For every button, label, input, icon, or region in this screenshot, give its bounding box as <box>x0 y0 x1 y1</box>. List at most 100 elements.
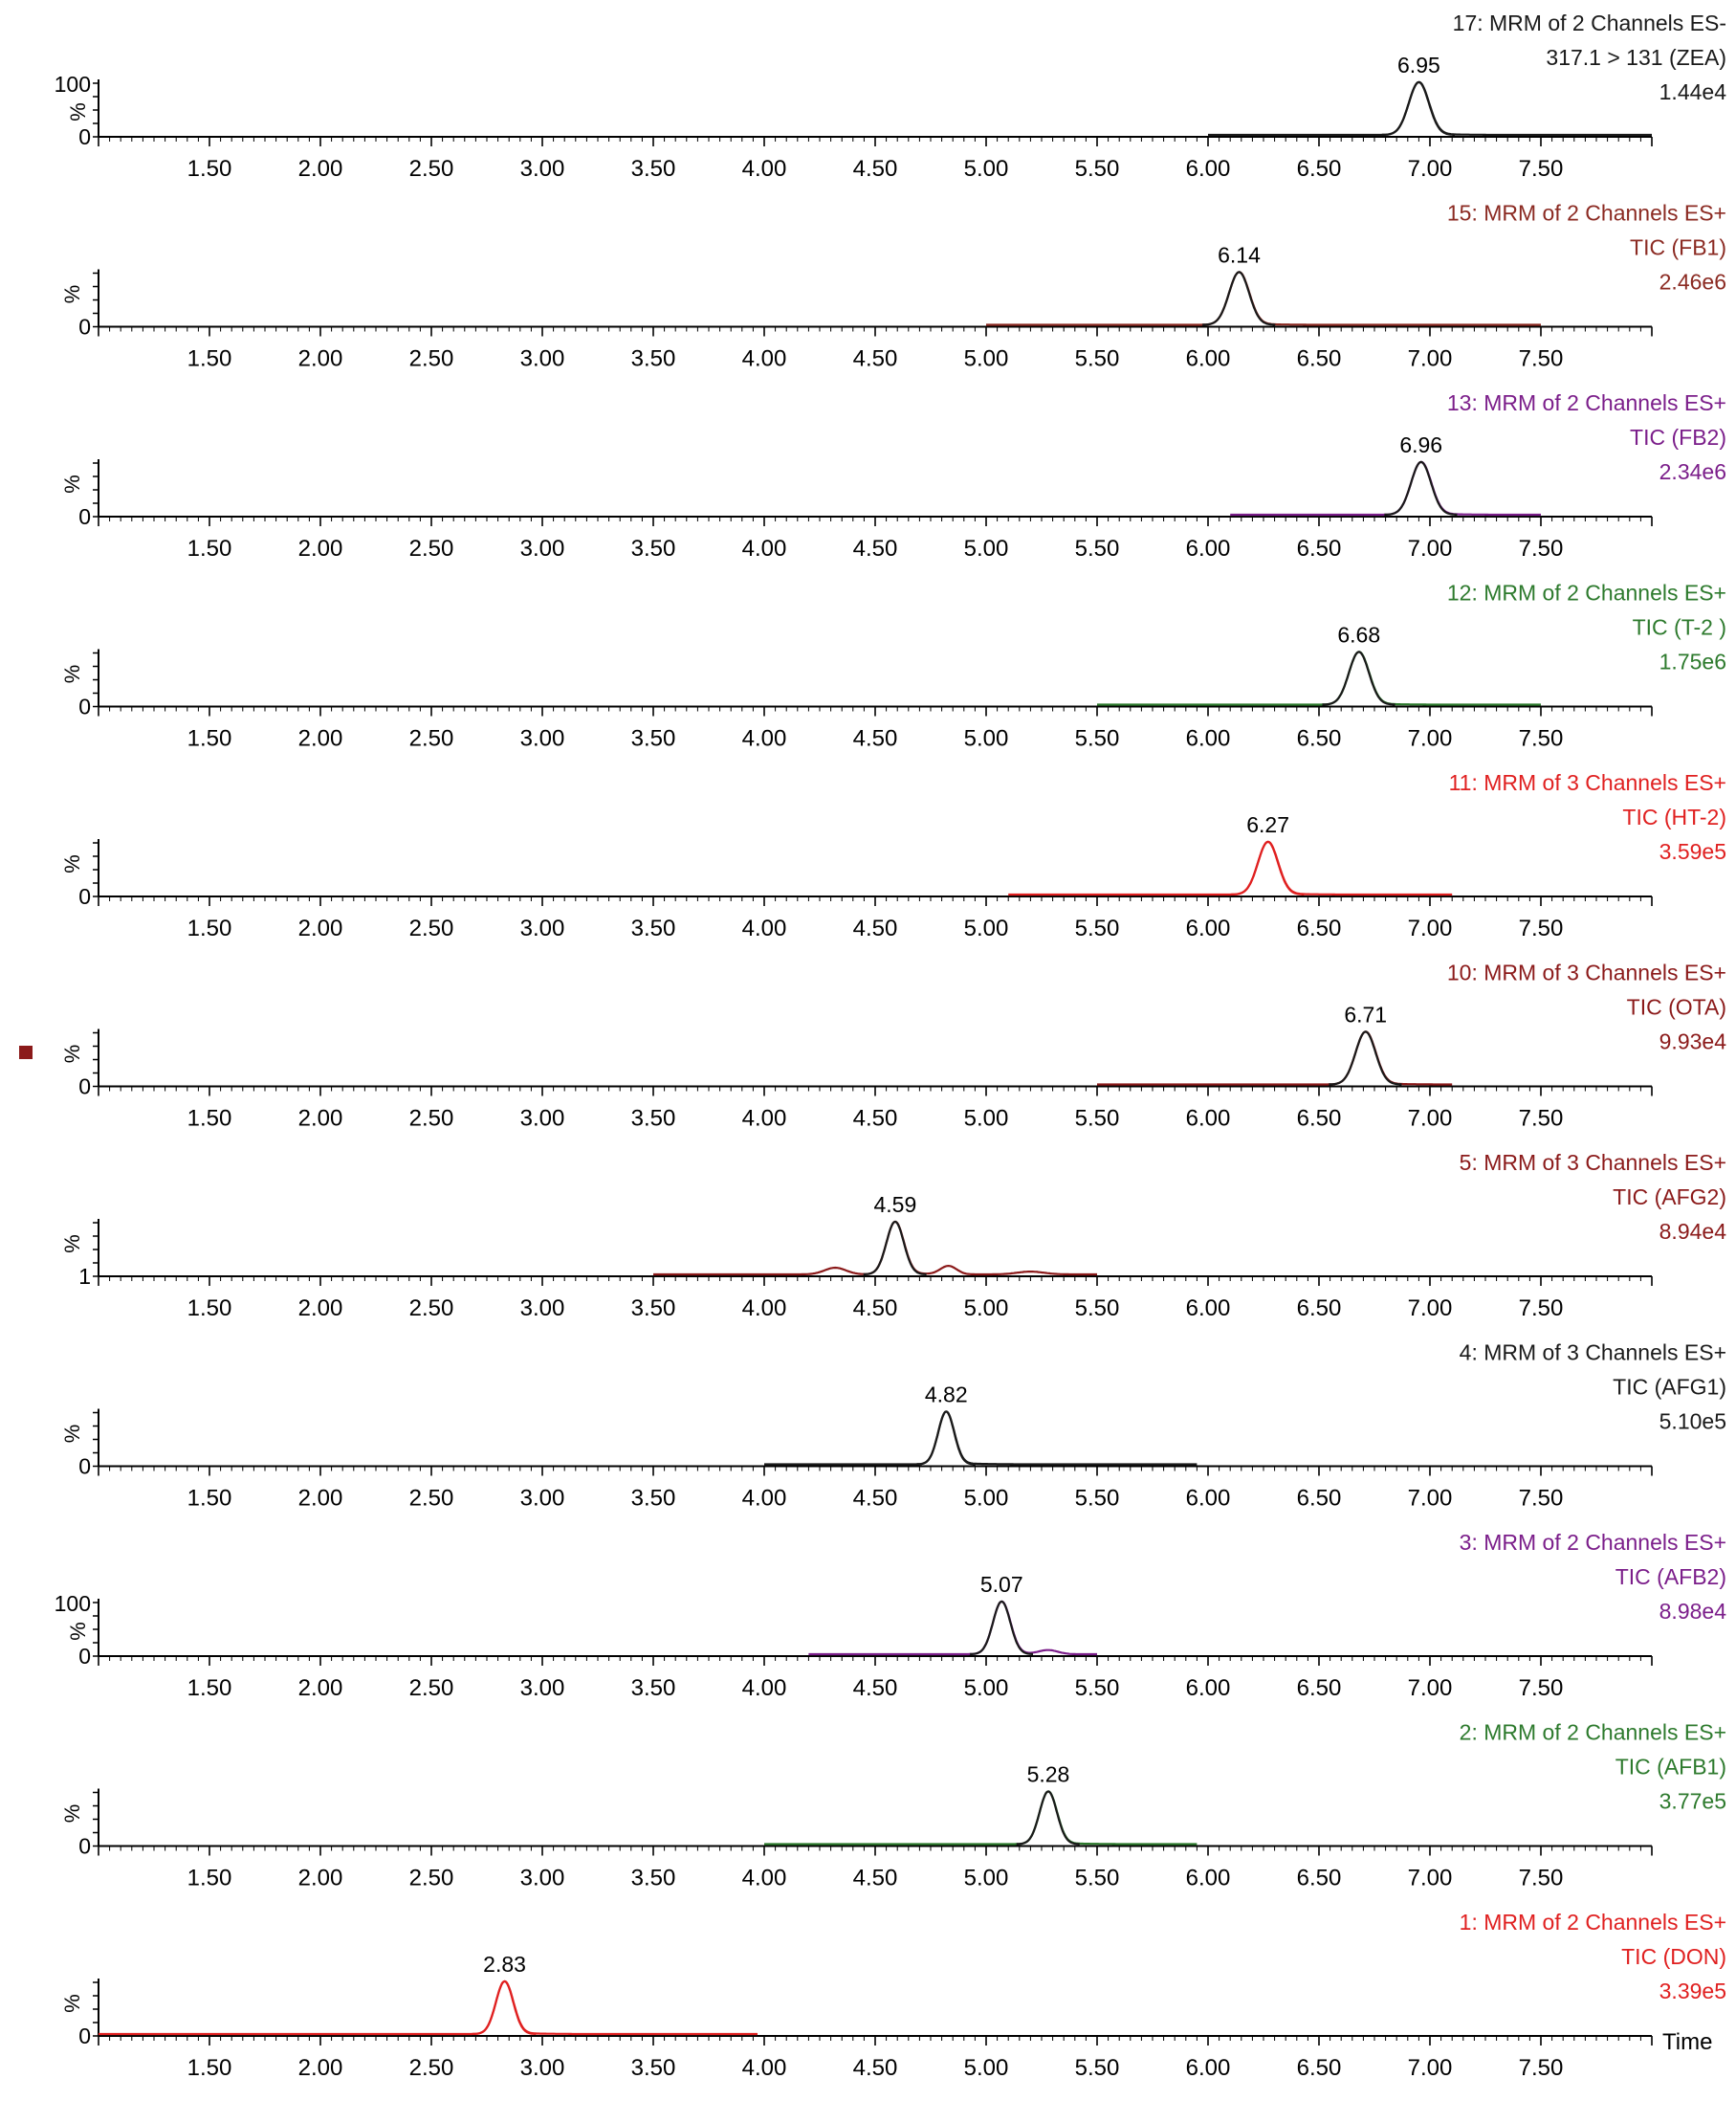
x-tick-label: 3.50 <box>631 156 676 182</box>
x-tick-label: 5.00 <box>964 2055 1009 2081</box>
intensity-label: 9.93e4 <box>1659 1029 1727 1054</box>
chromatogram-panel: 2: MRM of 2 Channels ES+ TIC (AFB1) 3.77e5… <box>60 1720 1726 1891</box>
x-tick-label: 7.50 <box>1519 346 1564 372</box>
x-tick-label: 5.50 <box>1075 726 1120 752</box>
x-tick-label: 4.50 <box>853 2055 898 2081</box>
chromatogram-panel: 3: MRM of 2 Channels ES+ TIC (AFB2) 8.98e4… <box>55 1530 1727 1701</box>
x-tick-label: 3.50 <box>631 1106 676 1132</box>
x-tick-label: 7.50 <box>1519 1295 1564 1321</box>
peak-shape <box>1016 1790 1080 1846</box>
x-tick-label: 7.00 <box>1408 1486 1453 1512</box>
y-tick-label: 0 <box>78 695 91 719</box>
x-tick-label: 1.50 <box>187 1486 232 1512</box>
x-tick-label: 3.00 <box>520 726 565 752</box>
intensity-label: 2.46e6 <box>1659 270 1726 295</box>
peak-label: 4.59 <box>873 1192 916 1217</box>
y-axis-unit-label: % <box>60 665 84 684</box>
x-tick-label: 5.00 <box>964 726 1009 752</box>
x-tick-label: 5.50 <box>1075 2055 1120 2081</box>
x-tick-label: 3.00 <box>520 1106 565 1132</box>
x-tick-label: 6.50 <box>1297 1106 1342 1132</box>
x-tick-label: 3.50 <box>631 1675 676 1701</box>
peak-label: 6.71 <box>1344 1002 1387 1027</box>
x-tick-label: 6.50 <box>1297 156 1342 182</box>
x-tick-label: 7.50 <box>1519 156 1564 182</box>
x-tick-label: 5.50 <box>1075 1295 1120 1321</box>
peak-shape <box>970 1600 1033 1656</box>
peak-shape <box>472 1979 537 2035</box>
x-tick-label: 1.50 <box>187 1295 232 1321</box>
trace-line <box>1097 1030 1453 1086</box>
x-tick-label: 4.50 <box>853 156 898 182</box>
x-tick-label: 6.50 <box>1297 726 1342 752</box>
x-tick-label: 7.00 <box>1408 1106 1453 1132</box>
transition-label: TIC (FB2) <box>1630 425 1726 450</box>
x-tick-label: 5.50 <box>1075 156 1120 182</box>
x-tick-label: 4.00 <box>742 916 787 941</box>
intensity-label: 1.75e6 <box>1659 650 1726 675</box>
x-tick-label: 4.50 <box>853 1106 898 1132</box>
peak-label: 6.68 <box>1337 622 1380 647</box>
y-tick-label: 1 <box>78 1264 91 1289</box>
x-tick-label: 6.00 <box>1186 346 1231 372</box>
y-axis-unit-label: % <box>60 1994 84 2013</box>
y-tick-label: 100 <box>55 72 91 97</box>
peak-shape <box>1329 1030 1402 1086</box>
x-tick-label: 5.50 <box>1075 916 1120 941</box>
x-tick-label: 2.50 <box>409 346 454 372</box>
x-tick-label: 7.00 <box>1408 1675 1453 1701</box>
x-tick-label: 1.50 <box>187 346 232 372</box>
peak-label: 6.14 <box>1218 242 1261 267</box>
x-tick-label: 1.50 <box>187 726 232 752</box>
chromatogram-panel: 1: MRM of 2 Channels ES+ TIC (DON) 3.39e5%… <box>60 1910 1726 2081</box>
x-tick-label: 3.00 <box>520 2055 565 2081</box>
x-tick-label: 1.50 <box>187 2055 232 2081</box>
x-tick-label: 1.50 <box>187 536 232 562</box>
x-tick-label: 6.00 <box>1186 536 1231 562</box>
x-tick-label: 7.50 <box>1519 726 1564 752</box>
x-tick-label: 5.00 <box>964 1486 1009 1512</box>
trace-line <box>1008 840 1453 896</box>
x-tick-label: 6.50 <box>1297 2055 1342 2081</box>
x-tick-label: 2.00 <box>298 1675 343 1701</box>
x-tick-label: 4.00 <box>742 156 787 182</box>
transition-label: TIC (DON) <box>1621 1944 1726 1969</box>
x-tick-label: 7.50 <box>1519 1106 1564 1132</box>
x-tick-label: 4.00 <box>742 536 787 562</box>
y-tick-label: 0 <box>78 1644 91 1669</box>
x-tick-label: 4.50 <box>853 1675 898 1701</box>
x-tick-label: 4.00 <box>742 1295 787 1321</box>
y-axis-unit-label: % <box>60 1804 84 1824</box>
x-tick-label: 3.00 <box>520 536 565 562</box>
y-tick-label: 0 <box>78 1834 91 1859</box>
peak-label: 2.83 <box>483 1952 526 1977</box>
y-tick-label: 0 <box>78 124 91 149</box>
y-tick-label: 0 <box>78 1074 91 1099</box>
peak-label: 6.95 <box>1397 53 1440 77</box>
x-tick-label: 7.00 <box>1408 2055 1453 2081</box>
intensity-label: 2.34e6 <box>1659 459 1726 484</box>
x-tick-label: 2.00 <box>298 1486 343 1512</box>
x-tick-label: 7.00 <box>1408 916 1453 941</box>
x-tick-label: 7.00 <box>1408 346 1453 372</box>
x-tick-label: 4.00 <box>742 346 787 372</box>
x-tick-label: 3.00 <box>520 346 565 372</box>
transition-label: TIC (FB1) <box>1630 235 1726 260</box>
peak-shape <box>1322 651 1395 706</box>
x-tick-label: 5.00 <box>964 1675 1009 1701</box>
x-tick-label: 6.00 <box>1186 1106 1231 1132</box>
x-tick-label: 6.50 <box>1297 916 1342 941</box>
peak-label: 4.82 <box>925 1382 968 1406</box>
x-tick-label: 2.50 <box>409 1866 454 1891</box>
x-tick-label: 3.50 <box>631 2055 676 2081</box>
trace-line <box>764 1790 1198 1846</box>
x-tick-label: 3.00 <box>520 1866 565 1891</box>
x-tick-label: 6.00 <box>1186 1486 1231 1512</box>
peak-shape <box>1231 840 1305 896</box>
trace-line <box>99 1979 758 2036</box>
x-tick-label: 4.50 <box>853 346 898 372</box>
y-tick-label: 0 <box>78 504 91 529</box>
x-tick-label: 3.50 <box>631 916 676 941</box>
chromatogram-panel: 11: MRM of 3 Channels ES+ TIC (HT-2) 3.59e… <box>60 770 1726 941</box>
